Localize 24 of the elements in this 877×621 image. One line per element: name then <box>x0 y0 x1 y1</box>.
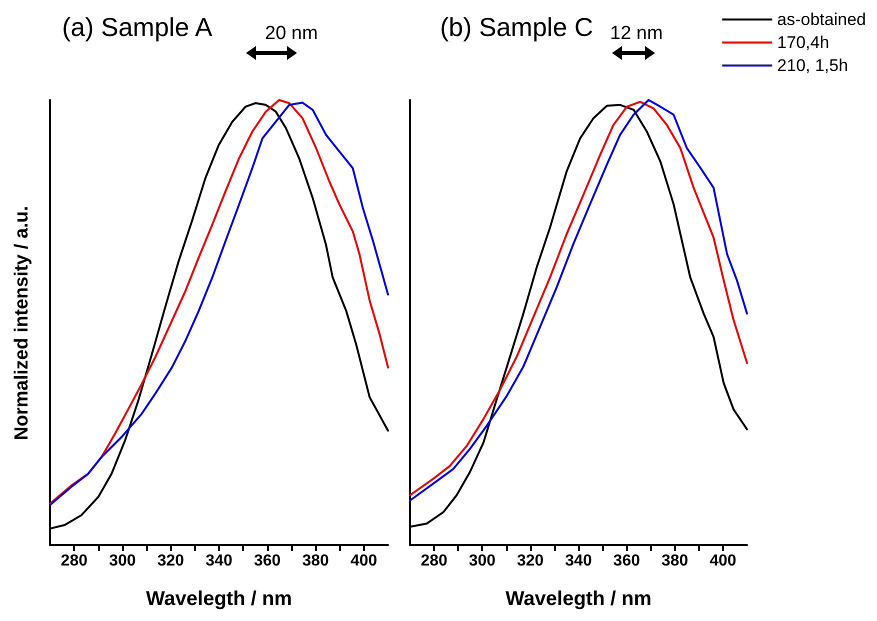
chart-title: (b) Sample C <box>440 12 594 42</box>
x-tick-label: 340 <box>206 552 232 570</box>
chart-title: (a) Sample A <box>62 12 213 42</box>
x-tick-label: 300 <box>109 552 136 570</box>
x-tick-label: 360 <box>613 552 640 570</box>
legend-label: 210, 1,5h <box>777 56 848 75</box>
x-tick-label: 340 <box>565 552 592 570</box>
text: 12 nm <box>610 23 663 44</box>
y-axis-title: Normalized intensity / a.u. <box>12 206 32 440</box>
x-axis-title: Wavelegth / nm <box>506 588 652 610</box>
legend-label: as-obtained <box>777 10 866 29</box>
x-tick-label: 280 <box>60 552 88 570</box>
x-tick-label: 300 <box>468 552 496 570</box>
text: 20 nm <box>265 23 318 44</box>
x-tick-label: 320 <box>517 552 544 570</box>
x-tick-label: 360 <box>254 552 281 570</box>
x-axis-title: Wavelegth / nm <box>146 588 292 610</box>
legend-label: 170,4h <box>777 33 830 52</box>
x-tick-label: 400 <box>350 552 378 570</box>
x-tick-label: 380 <box>661 552 688 570</box>
x-tick-label: 380 <box>302 552 330 570</box>
x-tick-label: 400 <box>710 552 736 570</box>
x-tick-label: 320 <box>157 552 184 570</box>
x-tick-label: 280 <box>420 552 448 570</box>
